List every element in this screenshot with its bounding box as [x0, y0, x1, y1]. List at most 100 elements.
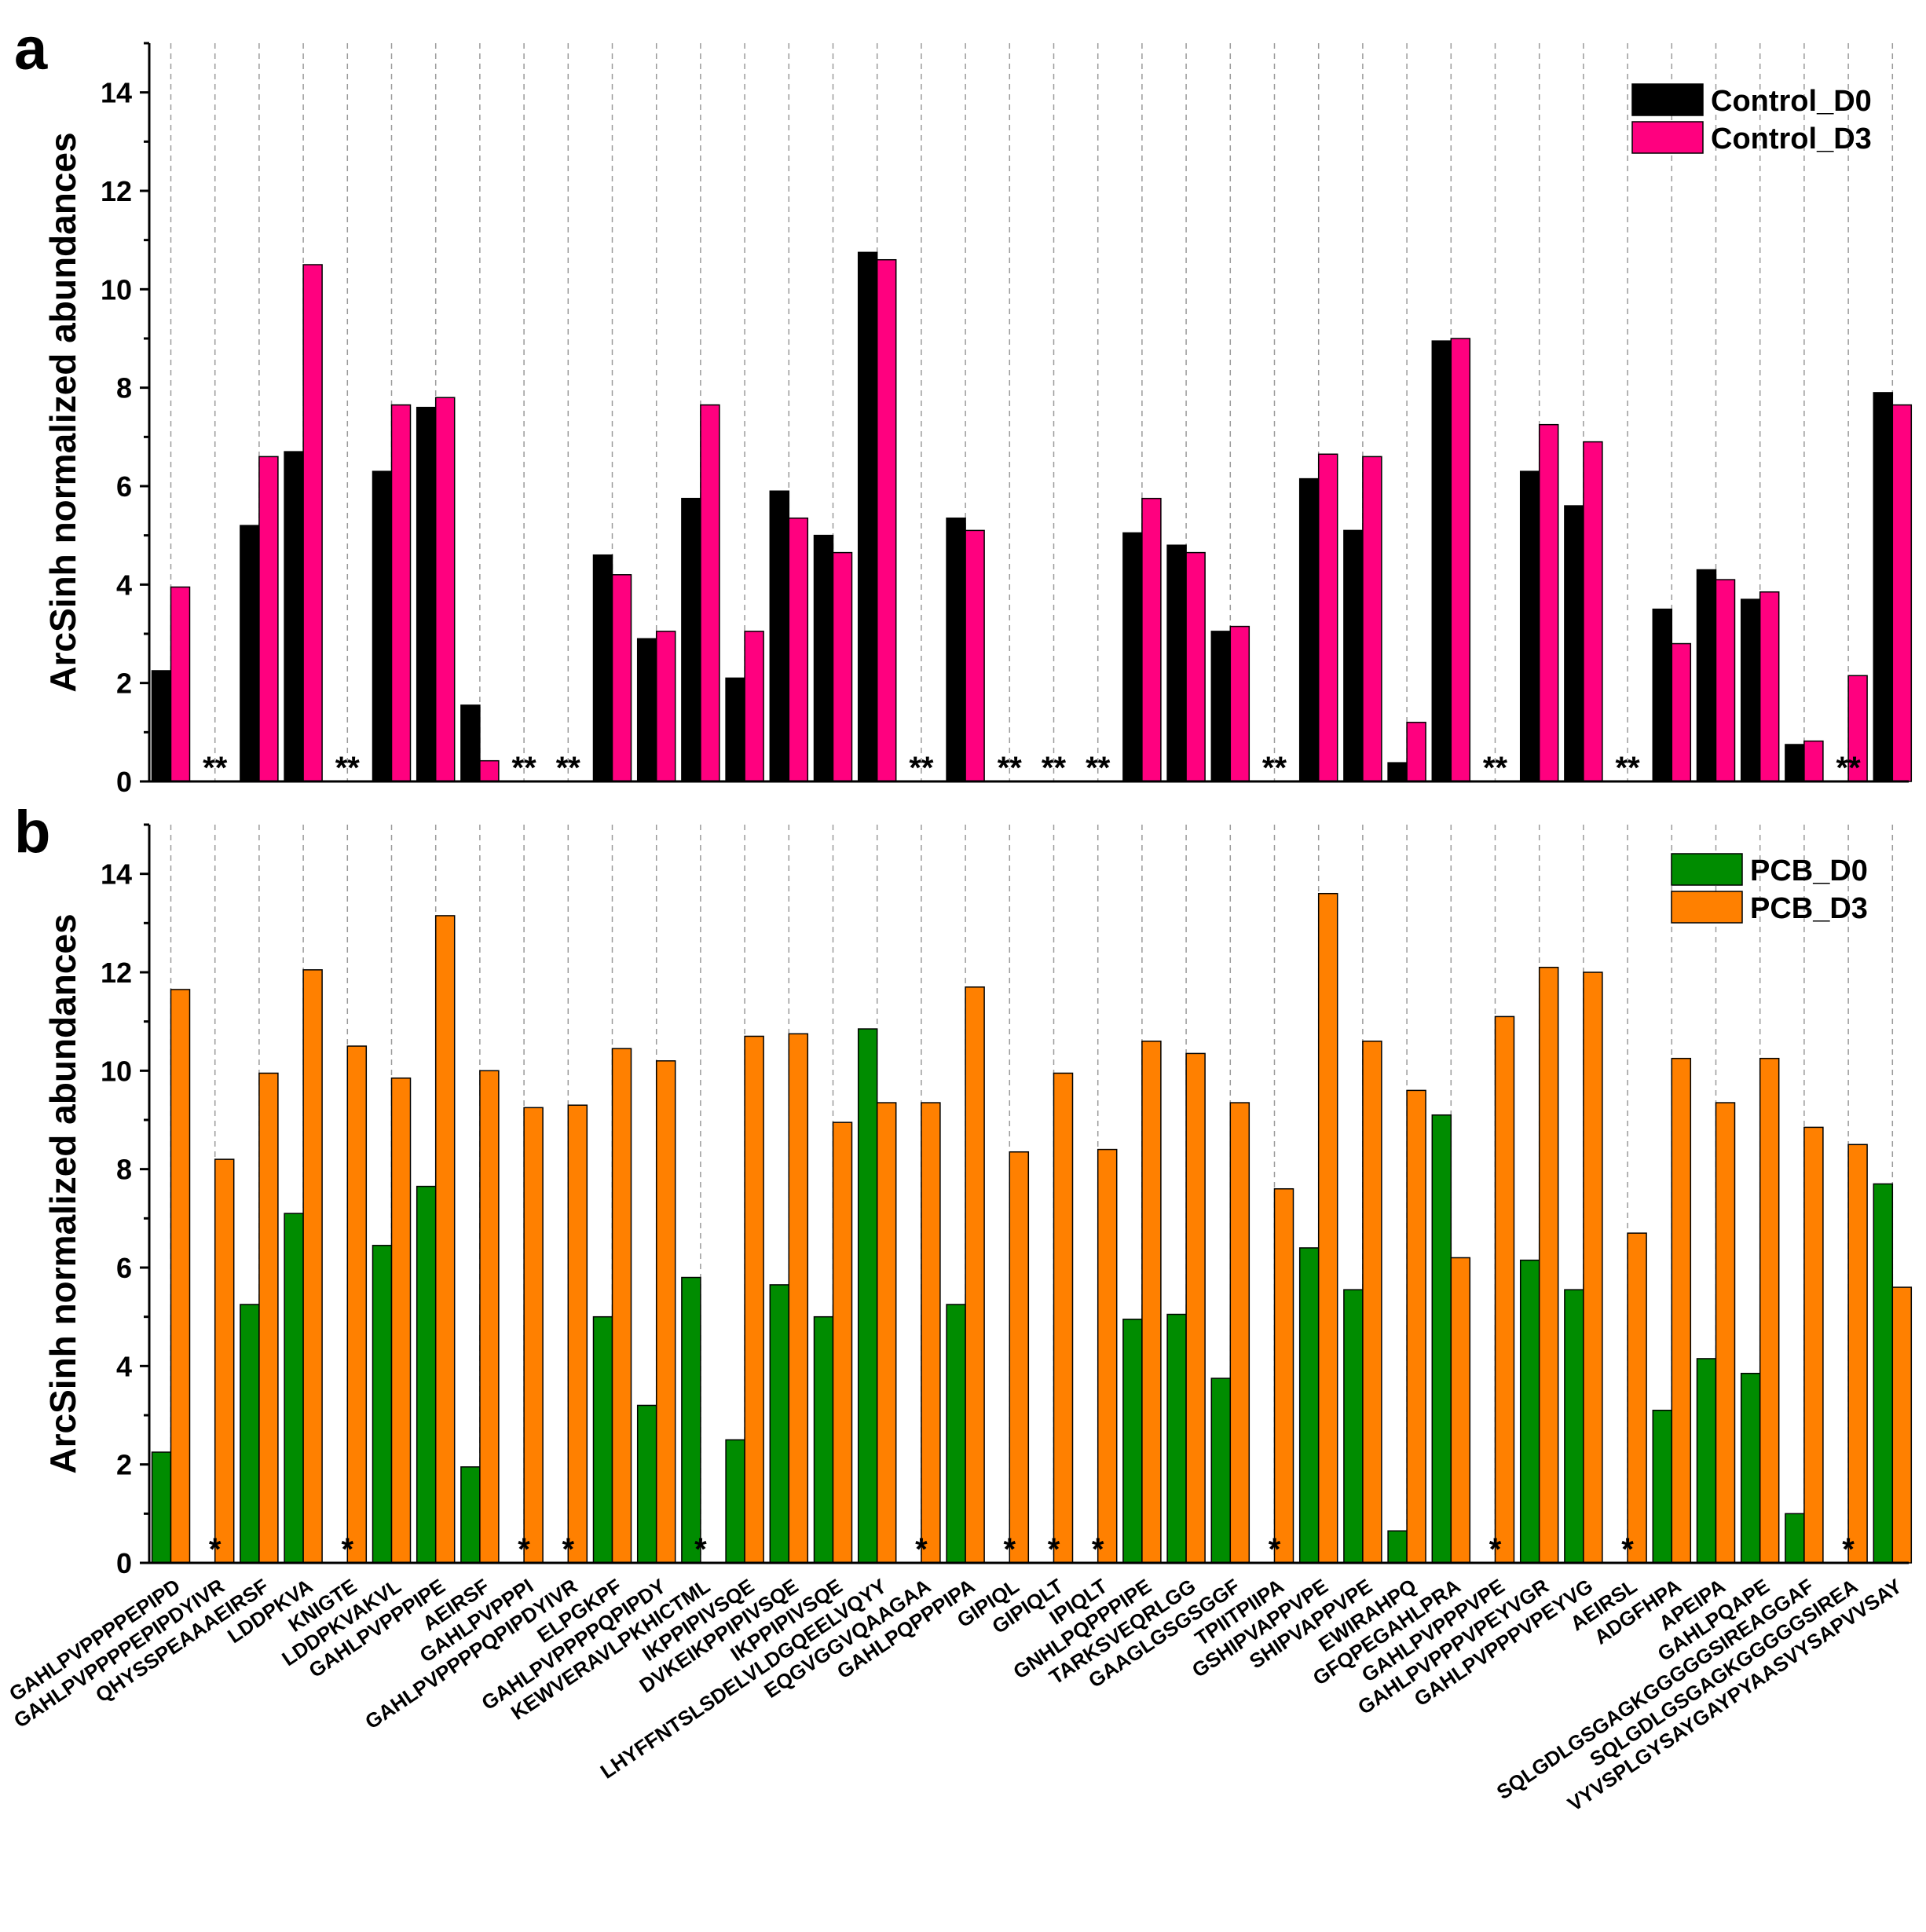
bar-control-d0: [681, 497, 701, 782]
y-tick-label: 14: [101, 858, 132, 891]
bar-control-d0: [1210, 631, 1232, 782]
bar-pcb-d3: [1273, 1187, 1294, 1564]
bar-control-d3: [170, 586, 191, 782]
bar-control-d0: [1696, 569, 1717, 782]
bar-control-d3: [700, 404, 720, 782]
significance-marker: **: [335, 751, 361, 785]
bar-pcb-d0: [1873, 1183, 1894, 1564]
bar-pcb-d0: [1652, 1409, 1673, 1564]
panel-letter-b: b: [14, 799, 50, 865]
bar-pcb-d3: [1185, 1052, 1206, 1564]
bar-pcb-d3: [1053, 1072, 1074, 1564]
legend-swatch: [1671, 853, 1743, 886]
bar-control-d3: [965, 529, 985, 782]
bar-control-d3: [390, 404, 412, 782]
bar-control-d3: [479, 759, 500, 782]
significance-marker: *: [562, 1532, 575, 1567]
significance-marker: *: [1621, 1532, 1634, 1567]
bar-control-d3: [1671, 642, 1692, 782]
bar-control-d0: [769, 490, 790, 782]
y-tick-label: 4: [116, 569, 132, 601]
bar-control-d0: [636, 638, 657, 782]
bar-control-d0: [1519, 470, 1540, 782]
y-tick-label: 6: [116, 470, 132, 503]
bar-pcb-d0: [460, 1466, 481, 1564]
legend-label: Control_D3: [1711, 123, 1872, 156]
bar-control-d0: [151, 670, 172, 782]
bar-pcb-d3: [1715, 1102, 1736, 1564]
bar-control-d3: [1759, 591, 1780, 782]
bar-pcb-d0: [372, 1245, 393, 1564]
bar-pcb-d0: [1564, 1289, 1584, 1564]
bar-control-d3: [1185, 551, 1206, 782]
significance-marker: **: [203, 751, 228, 785]
bar-pcb-d3: [523, 1107, 544, 1564]
panel-a-chart: ** ** ** ** ** ** ** ** ** ** ** ** 0 2 4 6 8 10 12 14 ArcSi…: [42, 42, 1913, 798]
bar-control-d3: [1362, 456, 1382, 782]
bar-control-d3: [655, 631, 676, 782]
bar-pcb-d0: [636, 1404, 657, 1564]
bar-pcb-d3: [1538, 966, 1559, 1564]
significance-marker: **: [1086, 751, 1111, 785]
bar-pcb-d3: [1317, 892, 1338, 1564]
y-tick-label: 8: [116, 372, 132, 404]
bar-control-d3: [302, 264, 323, 782]
significance-marker: **: [998, 751, 1023, 785]
bar-pcb-d0: [1166, 1313, 1187, 1564]
bar-control-d0: [284, 451, 304, 782]
bar-control-d0: [240, 525, 260, 782]
significance-marker: **: [1836, 751, 1862, 785]
bar-pcb-d0: [151, 1451, 172, 1564]
bar-pcb-d3: [302, 969, 323, 1564]
bar-pcb-d3: [832, 1122, 853, 1564]
bar-pcb-d0: [813, 1315, 834, 1564]
legend-label: Control_D0: [1711, 85, 1872, 118]
significance-marker: **: [1483, 751, 1508, 785]
bar-pcb-d3: [1627, 1232, 1647, 1564]
y-tick-label: 2: [116, 668, 132, 700]
bar-pcb-d3: [1759, 1057, 1780, 1564]
bar-control-d3: [832, 551, 853, 782]
bar-pcb-d3: [479, 1070, 500, 1564]
bar-control-d3: [1847, 675, 1868, 782]
bar-control-d3: [744, 631, 764, 782]
significance-marker: **: [1262, 751, 1287, 785]
bar-pcb-d0: [1210, 1378, 1232, 1564]
bar-control-d3: [788, 517, 809, 782]
panel-letter-a: a: [14, 16, 48, 82]
bar-control-d3: [1538, 423, 1559, 782]
bar-pcb-d3: [1362, 1040, 1382, 1564]
bar-pcb-d3: [434, 915, 456, 1564]
bar-pcb-d0: [946, 1304, 966, 1564]
bar-pcb-d0: [1298, 1247, 1320, 1564]
bar-control-d3: [1141, 497, 1162, 782]
bar-pcb-d3: [390, 1077, 412, 1564]
bar-control-d0: [416, 406, 437, 782]
y-tick-label: 10: [101, 273, 132, 306]
bar-pcb-d0: [1431, 1114, 1452, 1564]
legend-label: PCB_D3: [1750, 892, 1868, 925]
bar-pcb-d3: [1803, 1126, 1824, 1564]
bar-pcb-d0: [681, 1276, 701, 1564]
bar-pcb-d3: [170, 989, 191, 1564]
bar-control-d3: [1317, 453, 1338, 782]
y-tick-label: 12: [101, 175, 132, 207]
bar-control-d0: [1166, 544, 1187, 782]
significance-marker: **: [512, 751, 537, 785]
bar-pcb-d3: [567, 1104, 588, 1564]
significance-marker: *: [1092, 1532, 1104, 1567]
significance-marker: *: [1048, 1532, 1060, 1567]
bar-pcb-d3: [1141, 1040, 1162, 1564]
y-tick-label: 0: [116, 1547, 132, 1579]
bar-control-d3: [1715, 579, 1736, 782]
bar-control-d3: [1229, 625, 1250, 782]
bar-pcb-d3: [258, 1072, 279, 1564]
legend-swatch: [1631, 121, 1704, 154]
bar-pcb-d0: [769, 1284, 790, 1564]
bar-control-d3: [876, 258, 897, 782]
bar-pcb-d3: [965, 986, 985, 1564]
bar-pcb-d0: [1696, 1358, 1717, 1564]
bar-pcb-d0: [592, 1315, 613, 1564]
bar-pcb-d3: [214, 1158, 235, 1564]
